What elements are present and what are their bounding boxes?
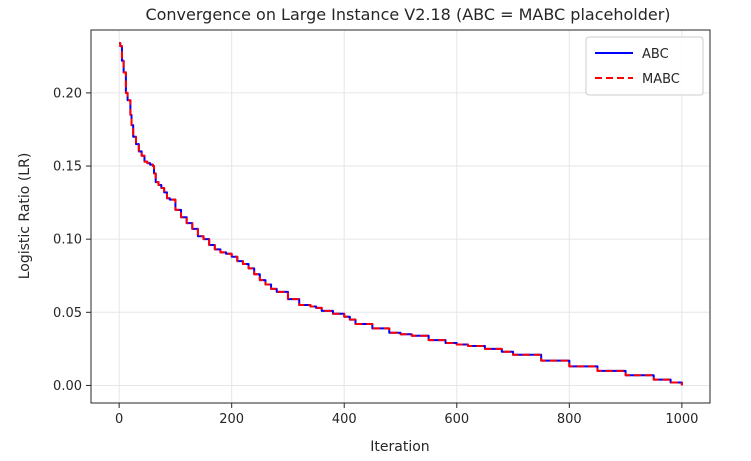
x-tick-label: 200 bbox=[219, 412, 244, 427]
y-tick-label: 0.00 bbox=[53, 379, 82, 394]
y-tick-label: 0.20 bbox=[53, 86, 82, 101]
series-line-mabc bbox=[119, 42, 683, 386]
x-tick-label: 800 bbox=[557, 412, 582, 427]
y-tick-label: 0.15 bbox=[53, 160, 82, 175]
y-axis-label: Logistic Ratio (LR) bbox=[17, 153, 33, 280]
x-tick-label: 400 bbox=[332, 412, 357, 427]
legend: ABC MABC bbox=[585, 36, 704, 96]
x-tick-label: 600 bbox=[444, 412, 469, 427]
y-tick-label: 0.05 bbox=[53, 306, 82, 321]
legend-label-abc: ABC bbox=[642, 47, 669, 62]
x-axis-label: Iteration bbox=[370, 439, 429, 455]
legend-label-mabc: MABC bbox=[642, 72, 680, 87]
x-tick-label: 1000 bbox=[665, 412, 698, 427]
plot-frame bbox=[90, 29, 711, 404]
series-layer bbox=[119, 42, 683, 386]
x-tick-label: 0 bbox=[115, 412, 123, 427]
ticks: 0 200 400 600 800 1000 0.00 0.05 0.10 0.15 0.20 bbox=[53, 86, 698, 427]
chart-title: Convergence on Large Instance V2.18 (ABC… bbox=[145, 5, 670, 24]
legend-box bbox=[585, 36, 704, 96]
y-tick-label: 0.10 bbox=[53, 233, 82, 248]
